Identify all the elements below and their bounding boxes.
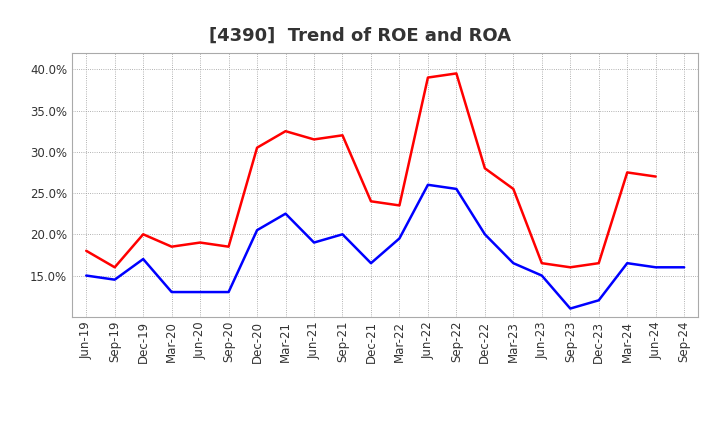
ROE — [395, 203, 404, 208]
ROA — [366, 260, 375, 266]
ROA — [310, 240, 318, 245]
ROE — [537, 260, 546, 266]
ROE — [253, 145, 261, 150]
ROE — [310, 137, 318, 142]
ROE — [652, 174, 660, 179]
ROE — [167, 244, 176, 249]
Text: [4390]  Trend of ROE and ROA: [4390] Trend of ROE and ROA — [209, 26, 511, 44]
ROA — [253, 227, 261, 233]
ROA — [167, 290, 176, 295]
ROE — [110, 264, 119, 270]
ROE — [509, 186, 518, 191]
ROA — [196, 290, 204, 295]
ROA — [537, 273, 546, 278]
ROA — [338, 231, 347, 237]
ROA — [282, 211, 290, 216]
ROA — [566, 306, 575, 311]
ROE — [196, 240, 204, 245]
ROA — [595, 297, 603, 303]
ROE — [366, 198, 375, 204]
ROE — [480, 165, 489, 171]
ROA — [82, 273, 91, 278]
ROA — [225, 290, 233, 295]
Line: ROA: ROA — [86, 185, 684, 308]
ROA — [452, 186, 461, 191]
ROE — [566, 264, 575, 270]
ROA — [395, 236, 404, 241]
ROE — [338, 132, 347, 138]
ROA — [680, 264, 688, 270]
ROA — [480, 231, 489, 237]
ROA — [652, 264, 660, 270]
ROE — [225, 244, 233, 249]
ROE — [623, 170, 631, 175]
ROA — [110, 277, 119, 282]
ROE — [139, 231, 148, 237]
ROE — [423, 75, 432, 80]
ROA — [423, 182, 432, 187]
ROA — [509, 260, 518, 266]
ROE — [282, 128, 290, 134]
Line: ROE: ROE — [86, 73, 656, 267]
ROA — [139, 257, 148, 262]
ROE — [82, 248, 91, 253]
ROA — [623, 260, 631, 266]
ROE — [595, 260, 603, 266]
ROE — [452, 71, 461, 76]
